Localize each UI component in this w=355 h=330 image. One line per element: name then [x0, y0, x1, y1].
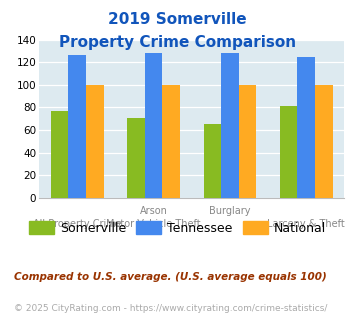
Bar [297, 56, 315, 198]
Text: 2019 Somerville: 2019 Somerville [108, 12, 247, 26]
Text: All Property Crime: All Property Crime [33, 219, 121, 229]
Bar [239, 85, 256, 198]
Text: Arson: Arson [140, 206, 168, 216]
Text: Larceny & Theft: Larceny & Theft [267, 219, 345, 229]
Legend: Somerville, Tennessee, National: Somerville, Tennessee, National [24, 216, 331, 240]
Bar [86, 85, 104, 198]
Bar [280, 106, 297, 198]
Bar [315, 85, 333, 198]
Bar [221, 53, 239, 198]
Bar [127, 118, 145, 198]
Text: Property Crime Comparison: Property Crime Comparison [59, 35, 296, 50]
Bar [145, 53, 162, 198]
Text: Compared to U.S. average. (U.S. average equals 100): Compared to U.S. average. (U.S. average … [14, 272, 327, 282]
Bar [203, 124, 221, 198]
Text: Burglary: Burglary [209, 206, 251, 216]
Bar [69, 55, 86, 198]
Text: © 2025 CityRating.com - https://www.cityrating.com/crime-statistics/: © 2025 CityRating.com - https://www.city… [14, 304, 328, 313]
Bar [51, 111, 69, 198]
Text: Motor Vehicle Theft: Motor Vehicle Theft [106, 219, 201, 229]
Bar [162, 85, 180, 198]
